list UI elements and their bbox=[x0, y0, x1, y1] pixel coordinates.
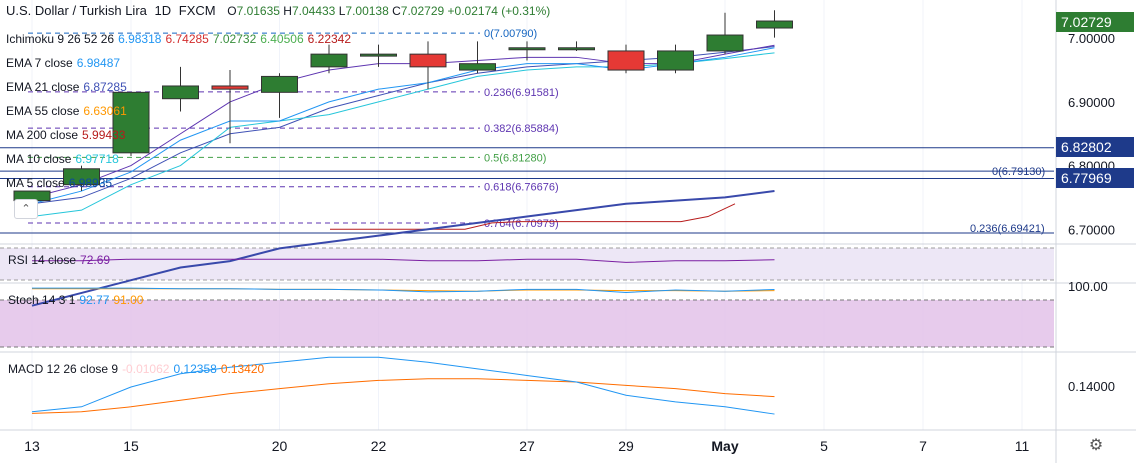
rsi-band bbox=[0, 248, 1054, 280]
ma10-line bbox=[31, 52, 775, 218]
ichimoku-span-line bbox=[330, 203, 736, 230]
time-axis-label: 22 bbox=[371, 438, 387, 454]
stoch-axis-tick: 100.00 bbox=[1068, 279, 1108, 294]
candle-body bbox=[63, 168, 100, 186]
macd-legend[interactable]: MACD 12 26 close 9 -0.01062 0.12358 0.13420 bbox=[8, 362, 265, 376]
fib-level-label: 0.618(6.76676) bbox=[484, 182, 559, 194]
price-axis-tick: 6.90000 bbox=[1068, 95, 1115, 110]
candle-body bbox=[112, 91, 150, 154]
settings-gear-icon[interactable]: ⚙ bbox=[1088, 437, 1104, 454]
candle-body bbox=[310, 53, 348, 68]
ma5-line bbox=[31, 44, 775, 198]
candle-body bbox=[211, 85, 249, 90]
fib-right-label: 0(6.79130) bbox=[992, 166, 1045, 178]
fib-right-label: 0.236(6.69421) bbox=[970, 223, 1045, 235]
macd-signal-line bbox=[31, 378, 775, 414]
time-axis-label: 29 bbox=[618, 438, 634, 454]
time-axis-label: 13 bbox=[24, 438, 40, 454]
macd-line bbox=[31, 356, 775, 415]
ema7-line bbox=[31, 47, 775, 205]
price-axis-tick: 7.00000 bbox=[1068, 31, 1115, 46]
candle-body bbox=[657, 50, 694, 71]
fib-level-label: 0(7.00790) bbox=[484, 28, 537, 40]
ema55-line bbox=[31, 190, 775, 307]
time-axis-label: 5 bbox=[820, 438, 828, 454]
candle-body bbox=[607, 50, 645, 71]
time-axis-label: 27 bbox=[519, 438, 535, 454]
candle-body bbox=[756, 20, 793, 29]
candle-body bbox=[409, 53, 447, 68]
time-axis-label: 11 bbox=[1015, 438, 1030, 454]
time-axis-label: 20 bbox=[272, 438, 288, 454]
fib-level-label: 0.764(6.70979) bbox=[484, 218, 559, 230]
candle-body bbox=[360, 53, 397, 57]
price-axis-tick: 6.70000 bbox=[1068, 222, 1115, 237]
time-axis-label: 7 bbox=[919, 438, 927, 454]
price-tag-upper: 6.82802 bbox=[1056, 137, 1134, 157]
candle-body bbox=[459, 63, 496, 71]
collapse-legend-button[interactable]: ⌃ bbox=[14, 199, 38, 219]
fib-level-label: 0.382(6.85884) bbox=[484, 123, 559, 135]
rsi-legend[interactable]: RSI 14 close 72.69 bbox=[8, 253, 111, 267]
time-axis-label: May bbox=[711, 438, 738, 454]
current-price-tag: 7.02729 bbox=[1056, 12, 1134, 32]
candle-body bbox=[508, 47, 546, 51]
stoch-k-line bbox=[32, 287, 775, 293]
ema21-line bbox=[31, 45, 775, 205]
stoch-legend[interactable]: Stoch 14 3 1 92.77 91.00 bbox=[8, 293, 144, 307]
candle-body bbox=[558, 47, 595, 51]
time-axis-label: 15 bbox=[123, 438, 139, 454]
price-tag-lower: 6.77969 bbox=[1056, 168, 1134, 188]
candle-body bbox=[261, 75, 298, 93]
stoch-band bbox=[0, 300, 1054, 347]
candle-body bbox=[706, 34, 744, 52]
macd-axis-tick: 0.14000 bbox=[1068, 379, 1115, 394]
fib-level-label: 0.236(6.91581) bbox=[484, 87, 559, 99]
rsi-line bbox=[32, 258, 775, 263]
candle-body bbox=[162, 85, 199, 100]
fib-level-label: 0.5(6.81280) bbox=[484, 152, 546, 164]
